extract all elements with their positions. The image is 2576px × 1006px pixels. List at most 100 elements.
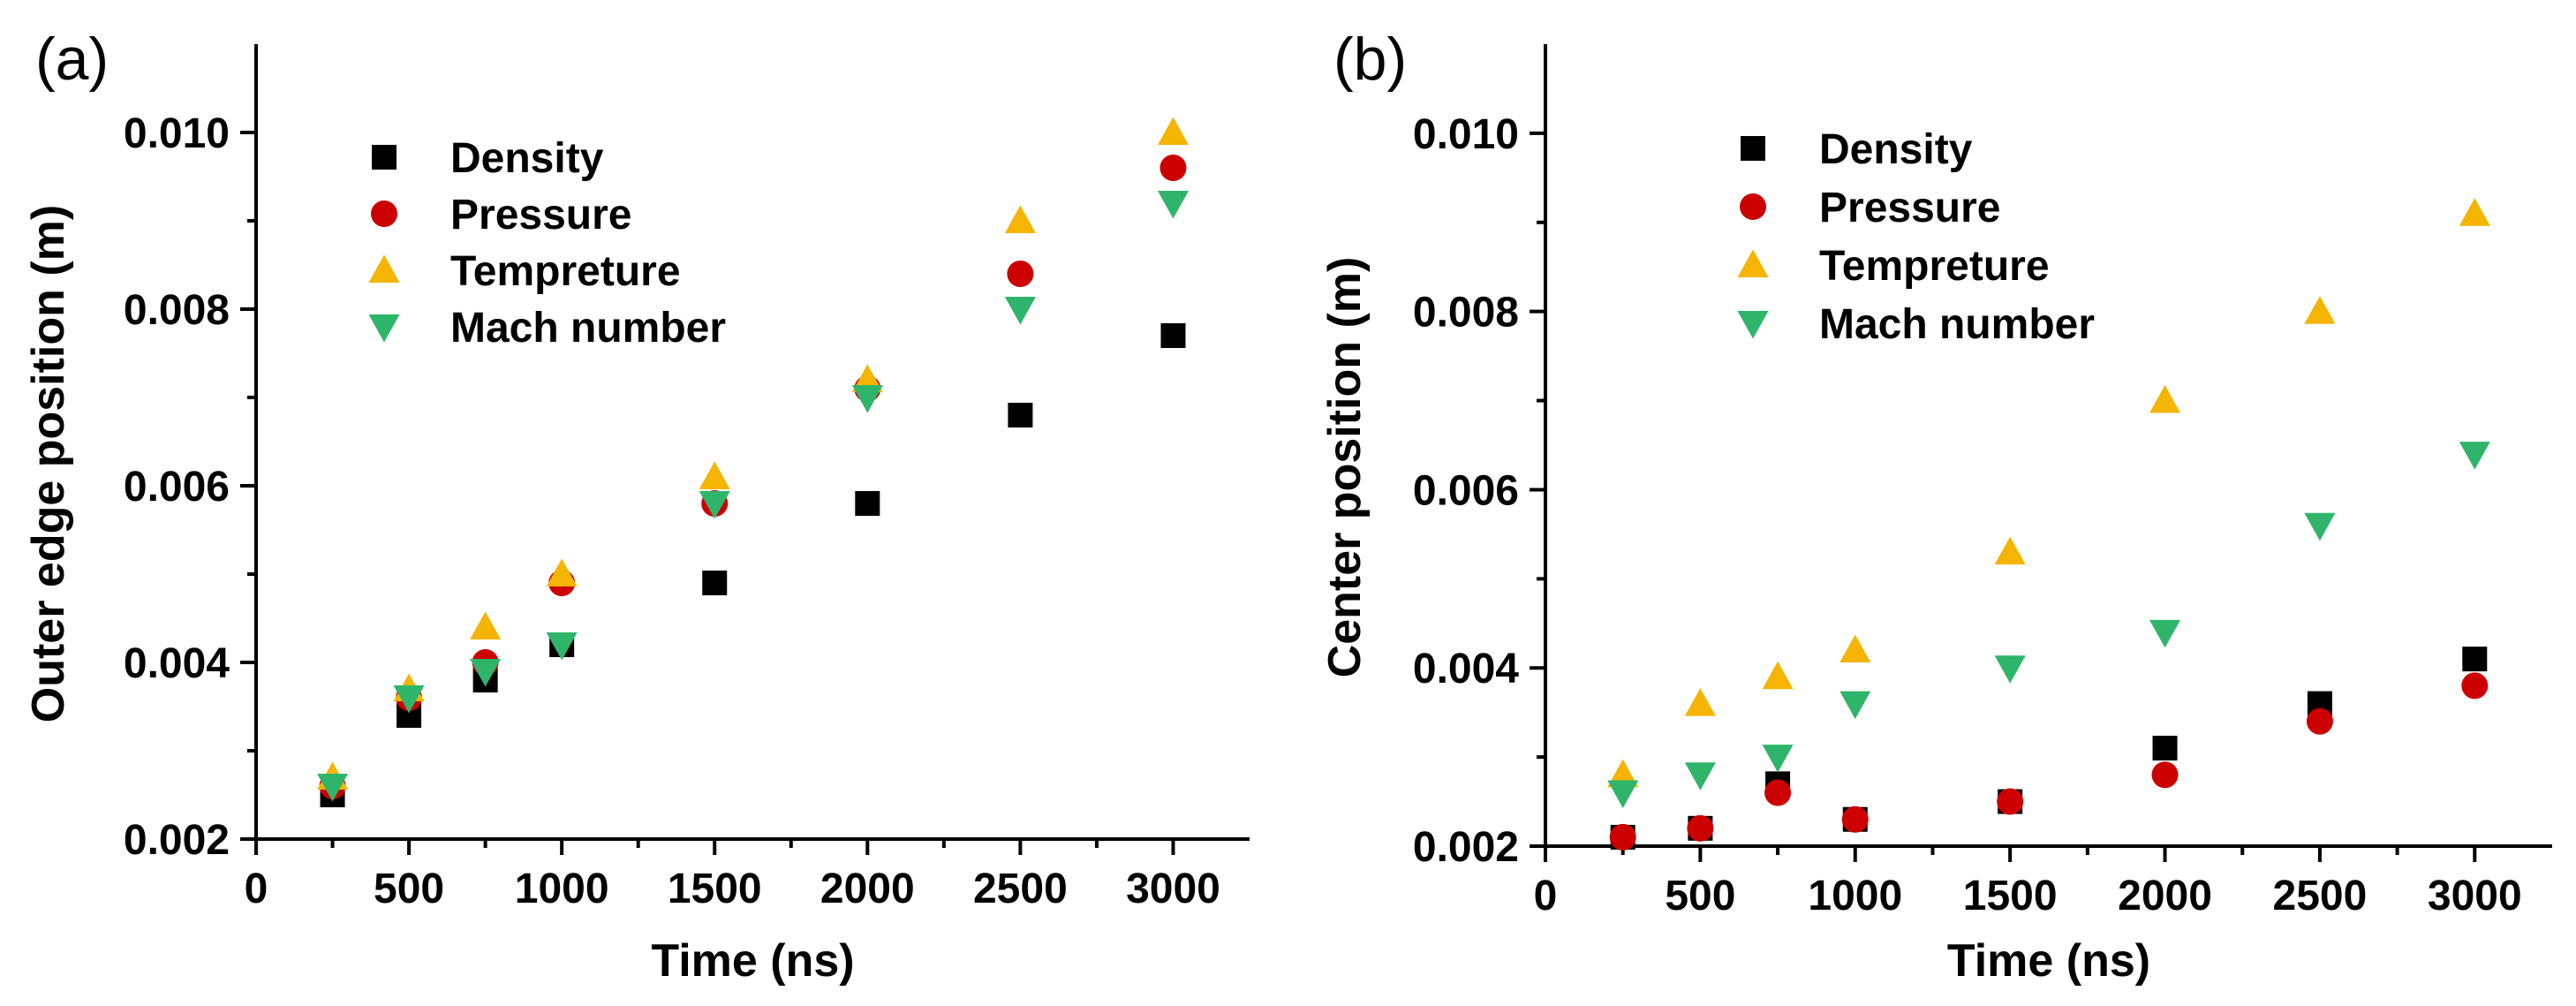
y-tick-label: 0.004 (124, 640, 230, 687)
panel-b: (b) 0.002 0.004 0.006 0.008 0.010 0 500 1000 1500… (1319, 26, 2552, 987)
series-mach-number (1607, 442, 2490, 808)
x-tick-label: 1000 (515, 866, 609, 912)
legend-marker (1737, 311, 1769, 339)
legend-label: Density (1819, 126, 1973, 173)
legend-label: Pressure (1819, 185, 2000, 231)
panel-a: (a) 0.002 0.004 0.006 0.008 0.010 0 500 1000 1500… (23, 26, 1250, 987)
legend: Density Pressure Tempreture Mach number (368, 135, 726, 352)
y-tick-label: 0.002 (124, 817, 230, 864)
series-tempreture (317, 117, 1189, 790)
legend-marker (372, 145, 397, 170)
legend-label: Tempreture (450, 248, 681, 295)
data-point (1684, 688, 1716, 716)
x-axis-title: Time (ns) (1947, 935, 2150, 987)
data-point (1841, 806, 1869, 833)
y-tick-label: 0.008 (124, 287, 230, 334)
data-point (1160, 155, 1187, 181)
x-tick-label: 0 (245, 866, 268, 912)
data-point (2304, 296, 2336, 324)
x-tick-label: 3000 (2428, 873, 2522, 919)
data-point (470, 659, 502, 687)
data-point (1008, 403, 1033, 427)
data-point (2151, 761, 2179, 789)
legend-label: Mach number (450, 305, 726, 352)
y-axis-title: Center position (m) (1319, 257, 1371, 678)
series-tempreture (1607, 198, 2490, 788)
legend-marker (371, 200, 397, 227)
data-point (1609, 823, 1636, 851)
y-tick-label: 0.004 (1413, 646, 1519, 692)
data-point (699, 491, 730, 519)
data-point (1839, 691, 1871, 720)
legend: Density Pressure Tempreture Mach number (1737, 126, 2095, 348)
data-point (1684, 762, 1716, 790)
data-point (851, 385, 883, 413)
data-point (1994, 536, 2026, 565)
data-point (1997, 788, 2024, 815)
data-point (2149, 619, 2181, 648)
data-point (1607, 780, 1639, 808)
legend-marker (368, 314, 400, 343)
data-point (2149, 385, 2181, 413)
series-density (1610, 647, 2488, 850)
data-point (1839, 634, 1871, 663)
data-point (546, 632, 578, 661)
data-point (1157, 191, 1189, 219)
data-point (1687, 814, 1714, 842)
panel-label: (a) (35, 26, 109, 93)
x-tick-label: 2500 (2273, 873, 2368, 919)
x-tick-label: 2500 (973, 866, 1068, 912)
legend-label: Mach number (1819, 301, 2095, 348)
x-tick-label: 1500 (1963, 873, 2058, 919)
x-tick-label: 0 (1534, 873, 1558, 919)
y-tick-label: 0.010 (124, 110, 230, 157)
x-tick-label: 1000 (1808, 873, 1902, 919)
data-point (1994, 655, 2026, 684)
x-tick-label: 3000 (1126, 866, 1220, 912)
data-point (546, 558, 578, 586)
data-point (699, 461, 730, 489)
data-point (1764, 779, 1792, 806)
x-tick-label: 1500 (668, 866, 762, 912)
y-tick-label: 0.008 (1413, 290, 1519, 337)
data-point (1004, 205, 1036, 233)
x-tick-label: 500 (374, 866, 444, 912)
data-point (1157, 117, 1189, 145)
data-point (1160, 323, 1186, 348)
panel-label: (b) (1333, 26, 1407, 93)
x-tick-label: 500 (1665, 873, 1735, 919)
y-axis-title: Outer edge position (m) (23, 205, 74, 722)
data-point (1607, 759, 1639, 788)
data-point (470, 611, 502, 639)
series-mach-number (317, 191, 1189, 802)
data-point (1007, 261, 1034, 287)
x-tick-label: 2000 (820, 866, 915, 912)
data-point (2304, 512, 2336, 541)
legend-label: Pressure (450, 192, 631, 238)
data-point (1762, 745, 1794, 773)
data-point (2152, 736, 2178, 761)
y-tick-label: 0.006 (1413, 467, 1519, 514)
legend-marker (1741, 136, 1765, 161)
data-point (2462, 647, 2488, 672)
x-tick-label: 2000 (2118, 873, 2212, 919)
y-tick-label: 0.010 (1413, 111, 1519, 158)
data-point (2459, 442, 2490, 470)
legend-marker (1737, 249, 1769, 277)
legend-label: Density (450, 135, 604, 182)
data-point (393, 685, 425, 714)
series-pressure (319, 155, 1187, 799)
data-point (317, 774, 349, 802)
data-point (855, 491, 880, 516)
data-point (2459, 198, 2490, 226)
series-pressure (1609, 672, 2489, 851)
legend-marker (368, 254, 400, 283)
y-tick-label: 0.002 (1413, 824, 1519, 871)
data-point (2461, 672, 2489, 700)
series-density (320, 323, 1186, 807)
data-point (1762, 661, 1794, 690)
legend-label: Tempreture (1819, 243, 2050, 290)
y-tick-label: 0.006 (124, 464, 230, 511)
data-point (702, 571, 728, 595)
